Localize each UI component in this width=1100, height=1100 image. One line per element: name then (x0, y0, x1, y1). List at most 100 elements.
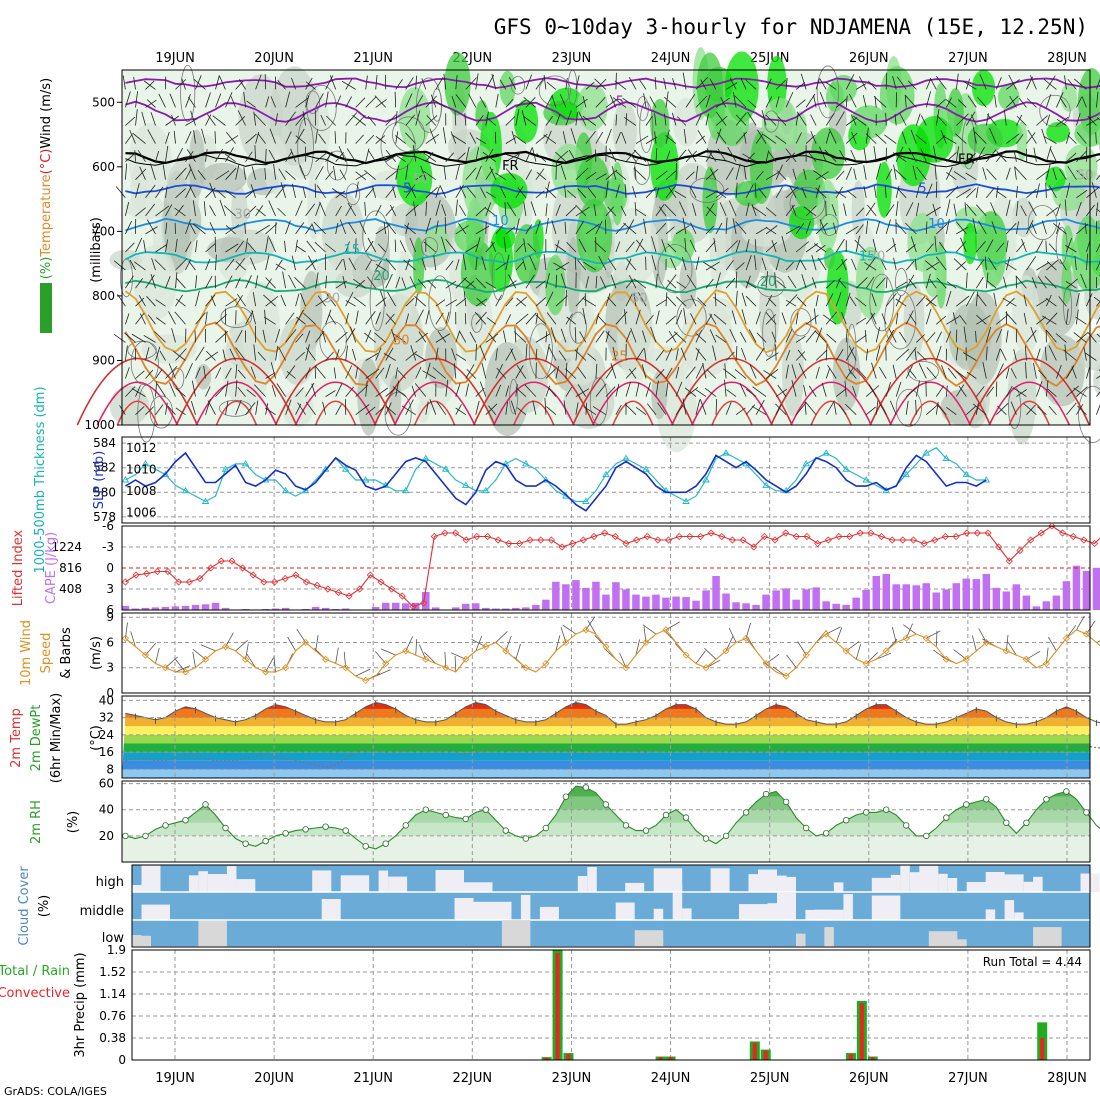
wind-barb (237, 369, 246, 379)
wind-barb (851, 131, 857, 144)
wind-barb (841, 311, 847, 325)
wind-barb (445, 238, 457, 253)
wind-barb (985, 346, 988, 361)
wind-barb (442, 127, 447, 144)
wind-barb (348, 257, 357, 271)
wind-barb (205, 398, 211, 415)
wind-barb (771, 331, 777, 343)
wind-barb (375, 263, 386, 271)
cloud-cover-cell (966, 882, 996, 892)
axis-label-part: & Barbs (59, 627, 74, 679)
wind-barb (175, 298, 186, 307)
wind-barb (682, 217, 687, 234)
wind-barb (1045, 240, 1047, 253)
wind-barb (405, 258, 410, 271)
wind-barb (405, 77, 414, 90)
wind-barb (697, 130, 707, 144)
wind-barb (515, 186, 524, 199)
wind-barb (791, 364, 797, 379)
wind-barb (401, 405, 416, 416)
wind-barb (455, 353, 467, 361)
wind-barb (375, 297, 387, 307)
wind-barb (285, 131, 292, 144)
wind-barb (896, 222, 907, 235)
wind-barb (543, 253, 547, 271)
wind-barb (1036, 381, 1043, 397)
wind-barb (155, 186, 164, 199)
wind-barb (1096, 333, 1100, 338)
wind-barb (742, 153, 757, 163)
wind-barb (225, 243, 239, 253)
wind-barb (411, 385, 417, 397)
wind-barb (450, 131, 457, 144)
wind-barb (1097, 117, 1100, 121)
precip-convective-bar (1040, 1038, 1045, 1060)
rh-contour-line (384, 391, 412, 436)
axis-label-part: Lifted Index (11, 529, 26, 606)
wind-barb (1037, 406, 1047, 415)
wind-barb (867, 204, 877, 217)
wind-barb (206, 350, 216, 361)
wind-barb (935, 345, 942, 361)
wind-barb (341, 80, 356, 90)
wind-barb (835, 258, 848, 271)
wind-barb (674, 190, 687, 199)
wind-barb (953, 171, 967, 181)
wind-barb (826, 333, 837, 343)
upper-air-legend-label: RH (%)Temperature(°C)Wind (m/s) (39, 78, 54, 302)
wind-barb (282, 271, 286, 289)
cape-bar (492, 608, 500, 610)
wind-barb (365, 187, 375, 199)
wind-barb (405, 93, 413, 108)
wind-barb (329, 75, 337, 90)
wind-barb (865, 133, 877, 144)
wind-barb (181, 78, 186, 90)
rh-contour-fill (368, 243, 384, 274)
wind-barb (135, 406, 145, 415)
wind-barb (635, 239, 647, 253)
wind-barb (1026, 256, 1037, 271)
wind-barb (495, 224, 504, 235)
rh-marker (1023, 819, 1030, 826)
wind-barb (137, 150, 146, 162)
wind-barb (595, 220, 603, 235)
wind-barb (850, 114, 857, 126)
wind-barb (875, 163, 881, 180)
wind-barb (225, 225, 236, 235)
wind-barb (243, 167, 246, 180)
wind-barb (664, 96, 677, 108)
wind-barb (835, 190, 847, 199)
wind-barb (350, 326, 357, 343)
wind-barb (1087, 115, 1097, 126)
rh-contour-line (816, 65, 840, 119)
wind-barb (455, 94, 467, 108)
wind-barb (315, 272, 319, 289)
cloud-row-label-high: high (96, 875, 124, 890)
cape-bar (201, 604, 210, 610)
cloud-cover-cell (198, 920, 227, 947)
wind-barb (1096, 391, 1100, 397)
wind-barb (1059, 258, 1067, 271)
wind-barb (966, 153, 976, 162)
wind-barb (666, 296, 677, 307)
wind-barb (375, 224, 391, 235)
wind-barb (1063, 349, 1077, 361)
wind-barb (412, 145, 417, 162)
cape-bar (281, 607, 290, 610)
slp-marker (482, 486, 490, 494)
wind-barb (235, 399, 242, 415)
wind-barb (956, 113, 969, 126)
li-marker (345, 592, 353, 600)
wind-barb (365, 75, 368, 90)
wind-barb (745, 202, 750, 216)
wind-barb (635, 309, 641, 325)
wind-barb (254, 113, 266, 126)
wind-barb (587, 187, 597, 199)
rh-contour-line (306, 84, 337, 131)
wind-barb (625, 258, 632, 271)
wind-barb (612, 346, 617, 361)
wind-barb (745, 79, 757, 90)
wind-barb (405, 351, 418, 361)
wind-barb (365, 240, 374, 253)
wind-barb (395, 135, 406, 144)
